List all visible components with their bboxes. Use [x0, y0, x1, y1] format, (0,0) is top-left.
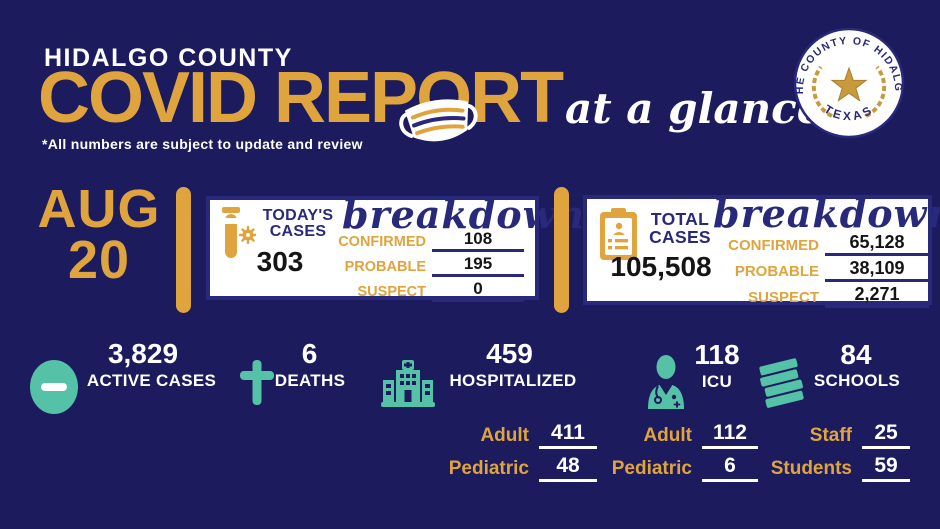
todays-cases-total: 303	[256, 246, 304, 277]
sub-row: Students 59	[768, 454, 910, 482]
todays-cases-card: TODAY'S CASES 303 breakdown CONFIRMED 10…	[206, 196, 584, 302]
sub-row: Staff 25	[768, 421, 910, 449]
page-title: COVID REPORT	[38, 58, 564, 138]
divider-bar	[176, 187, 191, 313]
breakdown-row: SUSPECT 0	[330, 279, 524, 302]
icu-value: 118	[694, 339, 740, 370]
icu-breakdown: Adult 112 Pediatric 6	[608, 421, 758, 487]
schools-label: SCHOOLS	[813, 371, 901, 390]
card-title: TOTAL CASES	[649, 209, 711, 247]
breakdown-script-title: breakdown	[342, 192, 585, 237]
report-month: AUG	[37, 179, 161, 239]
total-cases-card: TOTAL CASES 105,508 breakdown CONFIRMED …	[583, 195, 940, 308]
divider-bar	[554, 187, 569, 313]
deaths-label: DEATHS	[274, 371, 346, 390]
clipboard-icon	[599, 207, 639, 266]
face-mask-icon	[394, 87, 484, 161]
breakdown-row: CONFIRMED 65,128	[711, 232, 929, 256]
disclaimer-note: *All numbers are subject to update and r…	[42, 136, 363, 152]
sub-row: Pediatric 48	[441, 454, 597, 482]
active-cases-label: ACTIVE CASES	[86, 371, 217, 390]
schools-breakdown: Staff 25 Students 59	[768, 421, 910, 487]
breakdown-script-title: breakdown	[713, 191, 940, 236]
report-date: AUG 20	[28, 179, 170, 291]
sub-row: Adult 112	[608, 421, 758, 449]
svg-text:TEXAS: TEXAS	[822, 102, 877, 123]
county-name: HIDALGO COUNTY	[44, 44, 293, 72]
breakdown-row: CONFIRMED 108	[330, 229, 524, 252]
breakdown-rows: CONFIRMED 65,128 PROBABLE 38,109 SUSPECT…	[711, 232, 929, 310]
doctor-icon	[644, 355, 688, 416]
seal-bottom-text: TEXAS	[822, 102, 874, 123]
icu-label: ICU	[701, 372, 733, 391]
active-cases-value: 3,829	[107, 338, 179, 369]
test-tube-icon	[218, 206, 258, 269]
county-seal-logo: THE COUNTY OF HIDALGO TEXAS	[787, 17, 906, 145]
card-title: TODAY'S CASES	[262, 207, 334, 241]
report-day: 20	[67, 230, 131, 291]
breakdown-row: PROBABLE 195	[330, 254, 524, 277]
hospitalized-label: HOSPITALIZED	[449, 371, 577, 390]
hospitalized-value: 459	[486, 338, 533, 369]
sub-row: Adult 411	[441, 421, 597, 449]
cross-icon	[239, 360, 275, 411]
books-stack-icon	[756, 357, 808, 420]
breakdown-row: SUSPECT 2,271	[711, 284, 929, 308]
breakdown-row: PROBABLE 38,109	[711, 258, 929, 282]
total-cases-total: 105,508	[610, 251, 712, 282]
hospital-icon	[381, 360, 435, 413]
breakdown-rows: CONFIRMED 108 PROBABLE 195 SUSPECT 0	[330, 229, 524, 304]
deaths-value: 6	[301, 338, 318, 369]
schools-value: 84	[840, 339, 872, 370]
hospitalized-breakdown: Adult 411 Pediatric 48	[441, 421, 597, 487]
minus-circle-icon	[30, 359, 78, 420]
sub-row: Pediatric 6	[608, 454, 758, 482]
